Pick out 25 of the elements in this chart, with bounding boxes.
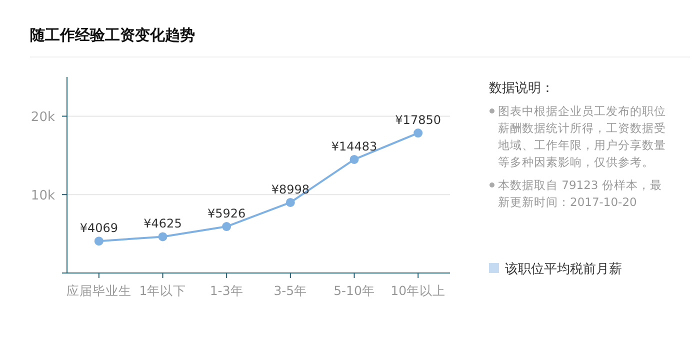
text: 本数据取自 79123 份样本，最新更新时间：2017-10-20 <box>498 178 662 209</box>
data-label: ¥17850 <box>395 113 441 128</box>
data-label: ¥5926 <box>207 206 246 221</box>
x-tick-label: 1-3年 <box>210 283 244 298</box>
point <box>286 198 295 207</box>
point <box>222 222 232 232</box>
data-label: ¥4625 <box>144 216 182 231</box>
chart-title: 随工作经验工资变化趋势 <box>30 26 195 44</box>
point <box>94 236 104 246</box>
data-label: ¥4069 <box>80 221 118 236</box>
data-label: ¥14483 <box>331 139 378 154</box>
point <box>414 128 423 138</box>
x-tick-label: 5-10年 <box>334 283 375 298</box>
point <box>350 154 359 164</box>
x-tick-label: 应届毕业生 <box>66 283 132 298</box>
legend-label: 该职位平均税前月薪 <box>505 261 622 277</box>
text: 图表中根据企业员工发布的职位薪酬数据统计所得，工资数据受地域、工作年限，用户分享数量等多种因素影响，仅供参考。 <box>497 104 666 169</box>
text: 数据说明： <box>489 81 554 96</box>
x-tick-label: 10年以上 <box>390 283 446 298</box>
x-tick-label: 3-5年 <box>274 283 308 298</box>
data-label: ¥8998 <box>271 182 310 196</box>
point <box>158 232 168 242</box>
y-tick-label: 10k <box>30 188 56 204</box>
y-tick-label: 20k <box>30 110 56 126</box>
x-tick-label: 1年以下 <box>139 283 186 298</box>
